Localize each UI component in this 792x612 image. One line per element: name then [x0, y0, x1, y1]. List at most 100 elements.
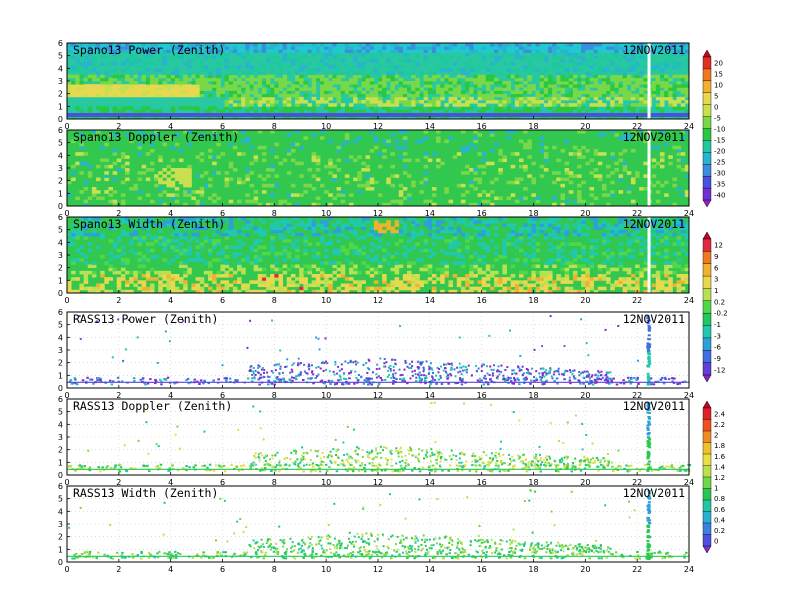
heatmap-cell	[489, 190, 495, 194]
heatmap-cell	[191, 58, 196, 63]
heatmap-cell	[104, 81, 109, 85]
heatmap-cell	[626, 68, 632, 72]
heatmap-cell	[299, 145, 304, 150]
heatmap-cell	[87, 84, 93, 88]
heatmap-cell	[125, 87, 130, 91]
heatmap-cell	[469, 100, 474, 104]
x-tick-label: 0	[64, 122, 69, 131]
heatmap-cell	[79, 74, 84, 79]
y-tick-label: 6	[58, 39, 63, 48]
heatmap-cell	[390, 255, 395, 259]
heatmap-cell	[195, 277, 201, 281]
heatmap-cell	[162, 74, 167, 79]
point	[141, 377, 145, 380]
heatmap-cell	[572, 258, 578, 262]
heatmap-cell	[220, 93, 225, 98]
heatmap-cell	[212, 81, 217, 85]
heatmap-cell	[207, 43, 213, 47]
heatmap-cell	[129, 58, 134, 63]
heatmap-cell	[353, 52, 358, 57]
heatmap-cell	[307, 74, 313, 79]
heatmap-cell	[162, 270, 167, 275]
heatmap-cell	[655, 161, 661, 166]
heatmap-cell	[639, 251, 644, 256]
heatmap-cell	[589, 90, 595, 95]
heatmap-cell	[112, 109, 118, 114]
heatmap-cell	[373, 136, 379, 140]
heatmap-cell	[79, 283, 84, 288]
heatmap-cell	[79, 90, 84, 95]
point	[73, 382, 77, 385]
heatmap-cell	[112, 267, 118, 272]
heatmap-cell	[282, 49, 288, 53]
heatmap-cell	[357, 183, 362, 188]
heatmap-cell	[112, 245, 118, 250]
heatmap-cell	[324, 71, 329, 76]
heatmap-cell	[436, 277, 441, 281]
heatmap-cell	[626, 49, 632, 53]
heatmap-cell	[303, 264, 308, 269]
heatmap-cell	[469, 168, 474, 172]
heatmap-cell	[460, 115, 466, 120]
heatmap-cell	[207, 248, 213, 253]
heatmap-cell	[96, 115, 101, 120]
heatmap-cell	[133, 93, 138, 98]
heatmap-cell	[535, 277, 541, 281]
heatmap-cell	[411, 100, 416, 104]
heatmap-cell	[589, 77, 595, 82]
heatmap-cell	[353, 74, 358, 79]
heatmap-cell	[556, 236, 561, 240]
heatmap-cell	[125, 46, 130, 50]
heatmap-cell	[100, 274, 105, 278]
heatmap-cell	[465, 103, 470, 107]
heatmap-cell	[485, 43, 491, 47]
heatmap-cell	[129, 52, 134, 57]
heatmap-cell	[104, 261, 109, 265]
heatmap-cell	[460, 68, 466, 72]
heatmap-cell	[676, 242, 682, 246]
point	[81, 379, 85, 382]
heatmap-cell	[527, 255, 532, 259]
heatmap-cell	[187, 168, 192, 172]
heatmap-cell	[622, 55, 628, 60]
heatmap-cell	[315, 77, 321, 82]
heatmap-cell	[402, 106, 408, 110]
heatmap-cell	[518, 226, 524, 231]
heatmap-cell	[324, 96, 329, 101]
heatmap-cell	[494, 62, 499, 66]
heatmap-cells	[67, 217, 690, 294]
heatmap-cell	[618, 177, 624, 182]
heatmap-cell	[232, 115, 238, 120]
heatmap-cell	[440, 49, 445, 53]
heatmap-cell	[543, 286, 549, 291]
heatmap-cell	[328, 261, 333, 265]
heatmap-cell	[564, 177, 570, 182]
heatmap-cell	[651, 43, 657, 47]
heatmap-cell	[166, 177, 172, 182]
heatmap-cell	[266, 77, 271, 82]
heatmap-cell	[398, 145, 404, 150]
heatmap-cell	[448, 106, 454, 110]
heatmap-cell	[556, 62, 561, 66]
point	[403, 380, 407, 383]
heatmap-cell	[83, 77, 89, 82]
heatmap-cell	[129, 84, 134, 88]
heatmap-cell	[187, 43, 192, 47]
heatmap-cell	[626, 277, 632, 281]
heatmap-cell	[664, 289, 669, 294]
heatmap-cell	[460, 264, 466, 269]
heatmap-cell	[398, 264, 404, 269]
heatmap-cell	[564, 274, 570, 278]
heatmap-cell	[568, 93, 574, 98]
heatmap-cell	[203, 226, 209, 231]
heatmap-cell	[195, 74, 201, 79]
heatmap-cell	[510, 289, 516, 294]
heatmap-cell	[606, 223, 611, 227]
heatmap-cell	[415, 286, 420, 291]
heatmap-cell	[270, 87, 275, 91]
heatmap-cell	[440, 115, 445, 120]
heatmap-cell	[407, 158, 412, 163]
heatmap-cell	[436, 74, 441, 79]
heatmap-cell	[315, 62, 321, 66]
heatmap-cell	[415, 43, 420, 47]
